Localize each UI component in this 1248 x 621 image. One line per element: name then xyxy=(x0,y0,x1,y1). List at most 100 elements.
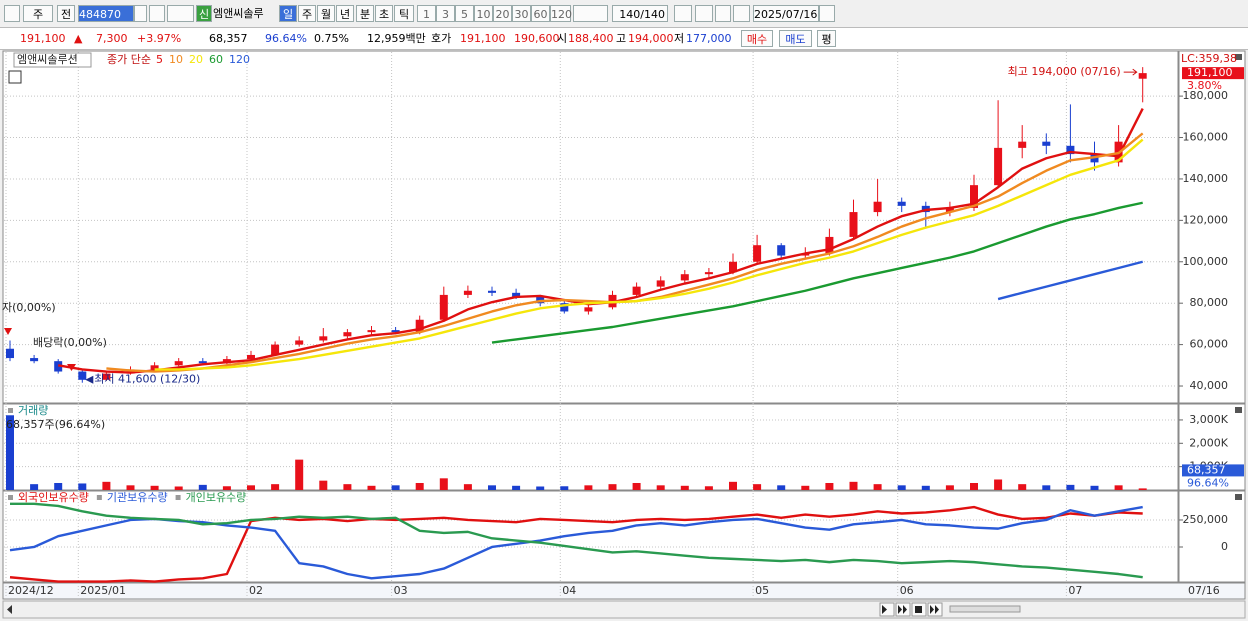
candle-body xyxy=(271,344,280,355)
legend-swatch xyxy=(96,495,102,500)
volume-bar xyxy=(439,478,448,490)
market-select[interactable]: 주 xyxy=(23,5,53,22)
scroll-thumb xyxy=(949,605,1021,613)
y-tick-label: 2,000K xyxy=(1189,436,1228,449)
x-tick-label: 07 xyxy=(1068,584,1082,597)
legend-item: 개인보유수량 xyxy=(186,491,247,504)
scroll-left xyxy=(7,605,12,614)
candle-body xyxy=(150,365,159,370)
open-label: 시 xyxy=(557,32,568,45)
search-button[interactable] xyxy=(149,5,165,22)
count-total: /140 xyxy=(640,8,665,21)
interval-button[interactable]: 10 xyxy=(474,5,493,22)
volume-bar xyxy=(921,485,930,490)
x-tick-label: 05 xyxy=(755,584,769,597)
x-tick-label: 2025/01 xyxy=(80,584,126,597)
interval-button[interactable]: 1 xyxy=(417,5,436,22)
period-button[interactable]: 일 xyxy=(279,5,297,22)
price: 191,100 xyxy=(20,32,66,45)
code-input[interactable]: 484870 xyxy=(78,5,134,22)
count-box[interactable]: 140/140 xyxy=(612,5,668,22)
period-button[interactable]: 초 xyxy=(375,5,393,22)
settings-icon[interactable] xyxy=(733,5,750,22)
period-button[interactable]: 틱 xyxy=(394,5,414,22)
candle-body xyxy=(801,253,810,256)
high: 194,000 xyxy=(628,32,674,45)
legend-item: 10 xyxy=(169,53,183,66)
period-button[interactable]: 년 xyxy=(336,5,354,22)
candle-body xyxy=(463,290,472,295)
candle-body xyxy=(849,212,858,237)
event-marker xyxy=(67,364,76,371)
ma-line xyxy=(106,132,1144,373)
bid: 190,600 xyxy=(514,32,560,45)
prev-button[interactable]: 전 xyxy=(57,5,75,22)
candle-body xyxy=(319,336,328,341)
event-label: 자(0,00%) xyxy=(2,301,56,314)
volume-bar xyxy=(753,484,762,490)
y-tick-label: 60,000 xyxy=(1190,338,1229,351)
tool-icon[interactable] xyxy=(695,5,713,22)
low-arrow xyxy=(85,375,94,384)
interval-button[interactable]: 30 xyxy=(512,5,531,22)
candle-body xyxy=(921,205,930,213)
avg-button[interactable]: 평 xyxy=(817,30,836,47)
volume-bar xyxy=(1138,488,1147,490)
calendar-icon[interactable] xyxy=(819,5,835,22)
interval-button[interactable]: 5 xyxy=(455,5,474,22)
period-button[interactable]: 월 xyxy=(317,5,335,22)
x-tick-label: 2024/12 xyxy=(8,584,54,597)
candle-body xyxy=(753,245,762,262)
candle-body xyxy=(1090,154,1099,163)
volume-bar xyxy=(801,485,810,490)
sell-button[interactable]: 매도 xyxy=(779,30,812,47)
axis-panel xyxy=(1178,403,1246,491)
scrollbar xyxy=(2,600,1246,619)
candle-body xyxy=(198,361,207,364)
volume-bar xyxy=(343,484,352,490)
interval-button[interactable]: 20 xyxy=(493,5,512,22)
period-button[interactable]: 주 xyxy=(298,5,316,22)
menu-icon[interactable] xyxy=(4,5,20,22)
scroll-glyph xyxy=(898,605,907,614)
volume-bar xyxy=(198,484,207,490)
y-tick-label: 100,000 xyxy=(1183,255,1229,268)
interval-dropdown[interactable] xyxy=(573,5,608,22)
volume-bar xyxy=(656,485,665,490)
sound-button[interactable] xyxy=(167,5,194,22)
toolbar: 주 전 484870 신 엠앤씨솔루 일 주 월 년 분 초 틱 1 3 5 1… xyxy=(0,3,1248,25)
legend-item: 외국인보유수량 xyxy=(18,491,89,504)
legend-title: 종가 단순 xyxy=(107,53,151,66)
volume-bar xyxy=(994,479,1003,490)
y-tick-label: 1,000K xyxy=(1189,460,1228,473)
volume-rate: 96.64% xyxy=(265,32,307,45)
interval-button[interactable]: 60 xyxy=(531,5,550,22)
open: 188,400 xyxy=(568,32,614,45)
scroll-glyph xyxy=(930,605,939,614)
volume-bar xyxy=(536,486,545,490)
candle-body xyxy=(174,361,183,366)
legend-item: 기관보유수량 xyxy=(107,491,168,504)
buy-button[interactable]: 매수 xyxy=(741,30,773,47)
last-volume-box xyxy=(1182,464,1244,477)
ma-line xyxy=(491,201,1143,344)
tool-icon[interactable] xyxy=(674,5,692,22)
period-button[interactable]: 분 xyxy=(356,5,374,22)
volume-bar xyxy=(560,486,569,490)
interval-button[interactable]: 120 xyxy=(550,5,572,22)
ask-label: 호가 xyxy=(431,32,452,45)
change-arrow: ▲ xyxy=(74,32,83,45)
volume-bar xyxy=(1114,485,1123,490)
date-input[interactable]: 2025/07/16 xyxy=(753,5,819,22)
candle-body xyxy=(608,294,617,308)
volume-bar xyxy=(849,481,858,490)
save-icon[interactable] xyxy=(715,5,731,22)
scroll-button xyxy=(895,602,911,617)
interval-button[interactable]: 3 xyxy=(436,5,455,22)
y-tick-label: 160,000 xyxy=(1183,131,1229,144)
code-dropdown[interactable] xyxy=(134,5,147,22)
volume-bar xyxy=(873,484,882,490)
legend-item: 60 xyxy=(209,53,223,66)
